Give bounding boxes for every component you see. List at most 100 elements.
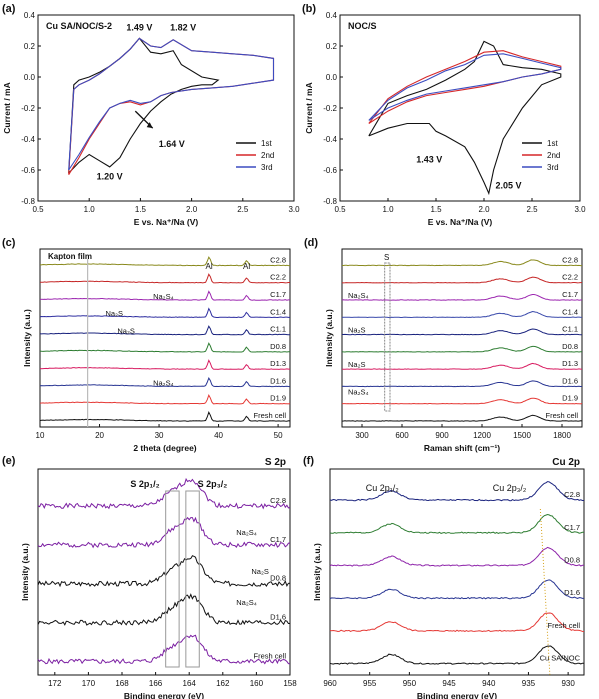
annotation-c-3: Na₂S₄: [153, 292, 174, 301]
y-tick-label-a-0: -0.8: [21, 197, 35, 206]
x-tick-label-a-2: 1.5: [135, 205, 147, 214]
spectrum-c-8: [39, 393, 291, 405]
x-tick-label-a-1: 1.0: [84, 205, 96, 214]
spectrum-label-d-5: D0.8: [562, 342, 578, 351]
y-axis-label-b: Current / mA: [304, 82, 314, 133]
peak-annotation-b-1: 2.05 V: [496, 181, 522, 191]
x-tick-label-f-1: 955: [363, 679, 377, 688]
x-tick-label-b-0: 0.5: [334, 205, 346, 214]
x-axis-label-e: Binding energy (eV): [124, 691, 204, 699]
x-tick-label-e-0: 172: [48, 679, 62, 688]
panel-label-d: (d): [304, 237, 318, 249]
annotation-c-2: Al: [243, 262, 250, 271]
y-axis-label-e: Intensity (a.u.): [20, 543, 30, 601]
annotation-f-1: Cu 2p₃/₂: [493, 483, 527, 493]
spectrum-c-3: [39, 307, 290, 319]
spectrum-label-d-6: D1.3: [562, 359, 578, 368]
spectrum-d-5: [341, 345, 582, 353]
cv-curve-b-2: [368, 53, 562, 121]
spectrum-f-3: [329, 579, 584, 600]
panel-label-c: (c): [2, 237, 16, 249]
x-tick-label-f-3: 945: [442, 679, 456, 688]
annotation-c-5: Na₂S: [117, 326, 135, 335]
cv-curve-a-0: [68, 37, 220, 174]
y-axis-label-d: Intensity (a.u.): [324, 309, 334, 367]
x-tick-label-c-0: 10: [36, 431, 45, 440]
spectrum-e-3: [37, 593, 290, 626]
legend-label-b-1: 2nd: [547, 151, 560, 160]
plot-frame-c: [39, 248, 291, 428]
spectrum-c-6: [39, 359, 290, 370]
spectrum-label-e-4: Fresh cell: [253, 651, 286, 660]
spectrum-label-c-1: C2.2: [270, 273, 286, 282]
spectrum-c-2: [39, 290, 290, 301]
spectrum-c-1: [39, 273, 290, 284]
spectrum-d-9: [341, 414, 583, 422]
x-tick-label-d-5: 1800: [553, 431, 571, 440]
y-axis-label-c: Intensity (a.u.): [22, 309, 32, 367]
y-tick-label-b-5: 0.2: [326, 42, 338, 51]
legend-label-b-0: 1st: [547, 139, 558, 148]
spectrum-label-d-4: C1.1: [562, 325, 578, 334]
x-tick-label-e-2: 168: [115, 679, 129, 688]
spectrum-c-0: [39, 256, 290, 267]
spectrum-label-d-0: C2.8: [562, 255, 578, 264]
panel-title-a: Cu SA/NOC/S-2: [46, 21, 112, 31]
panel-label-e: (e): [2, 455, 16, 467]
spectrum-label-e-1: C1.7: [270, 535, 286, 544]
spectrum-label-d-2: C1.7: [562, 290, 578, 299]
x-tick-label-c-3: 40: [214, 431, 223, 440]
x-tick-label-f-0: 960: [323, 679, 337, 688]
plot-frame-a: [37, 14, 295, 202]
spectrum-d-2: [341, 294, 583, 301]
spectrum-f-5: [329, 645, 585, 665]
x-tick-label-d-2: 900: [435, 431, 449, 440]
panel-label-f: (f): [303, 455, 314, 467]
legend-label-b-2: 3rd: [547, 163, 559, 172]
annotation-c-1: Al: [205, 262, 212, 271]
spectrum-f-1: [329, 513, 584, 534]
x-tick-label-a-0: 0.5: [32, 205, 44, 214]
spectrum-label-f-4: Fresh cell: [547, 621, 580, 630]
spectrum-d-4: [341, 328, 583, 336]
x-tick-label-a-3: 2.0: [186, 205, 198, 214]
y-tick-label-a-1: -0.6: [21, 166, 35, 175]
annotation-e-2: Na₂S₄: [236, 528, 257, 537]
plot-frame-b: [339, 14, 581, 202]
x-tick-label-e-4: 164: [183, 679, 197, 688]
x-axis-label-c: 2 theta (degree): [133, 443, 196, 453]
spectrum-label-c-4: C1.1: [270, 325, 286, 334]
x-tick-label-b-4: 2.5: [526, 205, 538, 214]
x-tick-label-c-1: 20: [95, 431, 104, 440]
spectrum-label-c-0: C2.8: [270, 255, 286, 264]
annotation-e-1: S 2p₃/₂: [198, 479, 228, 489]
y-tick-label-a-2: -0.4: [21, 135, 35, 144]
spectrum-label-e-3: D1.6: [270, 613, 286, 622]
annotation-c-6: Na₂S₄: [153, 378, 174, 387]
spectrum-label-d-8: D1.9: [562, 394, 578, 403]
spectrum-d-7: [341, 380, 582, 388]
y-axis-label-a: Current / mA: [2, 82, 12, 133]
s-band-highlight: [384, 262, 391, 412]
x-axis-label-a: E vs. Na⁺/Na (V): [134, 217, 199, 227]
x-tick-label-e-7: 158: [283, 679, 297, 688]
y-tick-label-a-6: 0.4: [24, 11, 36, 20]
x-tick-label-e-5: 162: [216, 679, 230, 688]
legend-label-a-0: 1st: [261, 139, 272, 148]
x-tick-label-f-6: 930: [561, 679, 575, 688]
plot-frame-e: [37, 468, 291, 676]
annotation-arrowhead-a: [146, 122, 153, 129]
panel-title-f: Cu 2p: [552, 457, 580, 468]
x-tick-label-d-4: 1500: [513, 431, 531, 440]
y-axis-label-f: Intensity (a.u.): [312, 543, 322, 601]
y-tick-label-b-1: -0.6: [323, 166, 337, 175]
peak-annotation-a-0: 1.49 V: [126, 23, 152, 33]
panel-label-a: (a): [2, 3, 16, 15]
spectrum-c-4: [39, 325, 290, 336]
cv-curve-b-1: [368, 50, 562, 124]
spectrum-label-c-8: D1.9: [270, 394, 286, 403]
x-tick-label-a-4: 2.5: [237, 205, 249, 214]
plot-frame-f: [329, 468, 585, 676]
spectrum-f-0: [329, 481, 584, 502]
spectrum-label-e-2: D0.8: [270, 574, 286, 583]
